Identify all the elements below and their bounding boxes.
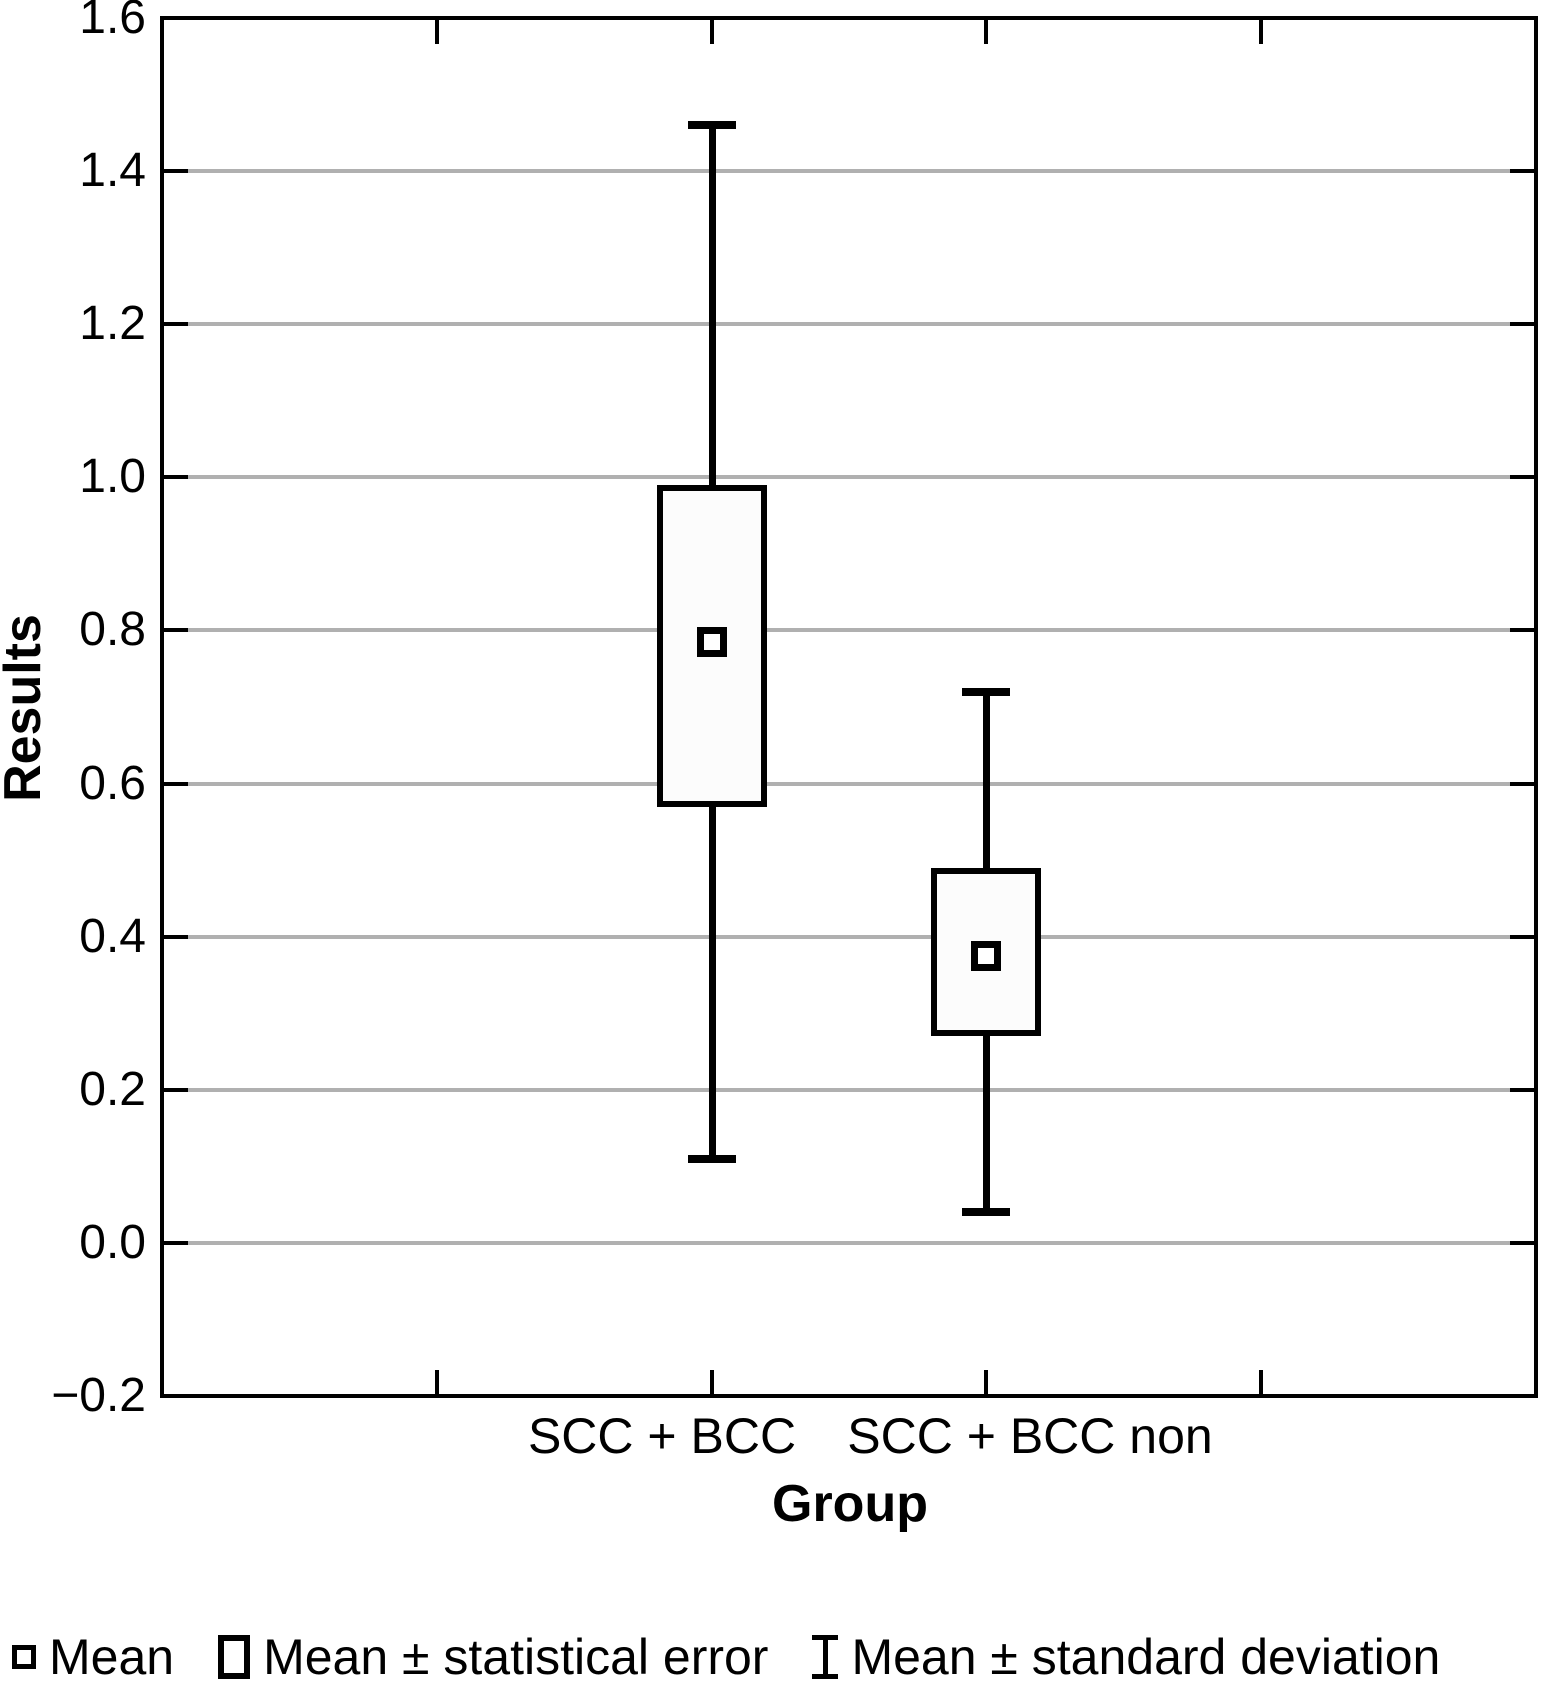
x-tick-bottom [434, 1370, 439, 1394]
whisker-upper-line [983, 691, 990, 868]
y-tick-right [1510, 781, 1534, 786]
whisker-lower-line [709, 806, 716, 1159]
plot-frame [160, 16, 1538, 1398]
y-tick-label: 0.4 [79, 909, 146, 963]
y-tick-label: 1.6 [79, 0, 146, 44]
legend-item: Mean ± standard deviation [812, 1628, 1440, 1686]
legend-item: Mean [12, 1628, 174, 1686]
x-tick-top [709, 20, 714, 44]
whisker-cap-top [688, 121, 736, 130]
y-tick-right [1510, 1087, 1534, 1092]
legend: Mean Mean ± statistical error Mean ± stand… [12, 1628, 1440, 1686]
x-category-label: SCC + BCC non [847, 1408, 1213, 1464]
y-tick-label: 0.8 [79, 603, 146, 657]
y-tick-left [164, 1087, 188, 1092]
y-tick-label: 0.6 [79, 756, 146, 810]
x-tick-top [984, 20, 989, 44]
gridline [164, 628, 1534, 633]
y-tick-left [164, 322, 188, 327]
gridline [164, 781, 1534, 786]
gridline [164, 1087, 1534, 1092]
y-tick-label: −0.2 [51, 1369, 146, 1422]
x-tick-top [1259, 20, 1264, 44]
y-tick-label: 1.0 [79, 450, 146, 504]
gridline [164, 322, 1534, 327]
x-axis-title: Group [772, 1475, 928, 1533]
mean-square-icon [12, 1645, 36, 1669]
gridline [164, 1240, 1534, 1245]
whisker-lower-line [983, 1036, 990, 1213]
y-tick-left [164, 169, 188, 174]
whisker-upper-line [709, 125, 716, 485]
y-tick-left [164, 934, 188, 939]
y-tick-right [1510, 934, 1534, 939]
gridline [164, 169, 1534, 174]
y-tick-right [1510, 475, 1534, 480]
y-tick-right [1510, 322, 1534, 327]
gridline [164, 475, 1534, 480]
gridline [164, 934, 1534, 939]
y-tick-left [164, 1240, 188, 1245]
legend-label: Mean ± standard deviation [851, 1629, 1441, 1685]
y-tick-right [1510, 628, 1534, 633]
x-tick-bottom [984, 1370, 989, 1394]
y-tick-label: 0.2 [79, 1062, 146, 1116]
error-box-icon [218, 1635, 251, 1679]
mean-marker [971, 940, 1001, 971]
mean-marker [697, 626, 727, 657]
legend-label: Mean [49, 1629, 175, 1685]
y-tick-label: 1.4 [79, 144, 146, 198]
y-tick-right [1510, 1240, 1534, 1245]
y-tick-right [1510, 169, 1534, 174]
legend-item: Mean ± statistical error [218, 1628, 768, 1686]
y-tick-label: 0.0 [79, 1215, 146, 1269]
whisker-ibeam-icon [812, 1635, 839, 1679]
y-tick-label: 1.2 [79, 297, 146, 351]
x-tick-bottom [1259, 1370, 1264, 1394]
legend-label: Mean ± statistical error [263, 1629, 769, 1685]
whisker-cap-bottom [962, 1208, 1010, 1217]
error-box [657, 484, 767, 807]
y-tick-left [164, 628, 188, 633]
whisker-cap-top [962, 687, 1010, 696]
x-category-label: SCC + BCC [527, 1408, 797, 1464]
x-tick-top [434, 20, 439, 44]
y-tick-left [164, 475, 188, 480]
y-axis-title: Results [0, 614, 52, 802]
x-tick-bottom [709, 1370, 714, 1394]
y-tick-left [164, 781, 188, 786]
whisker-cap-bottom [688, 1154, 736, 1163]
